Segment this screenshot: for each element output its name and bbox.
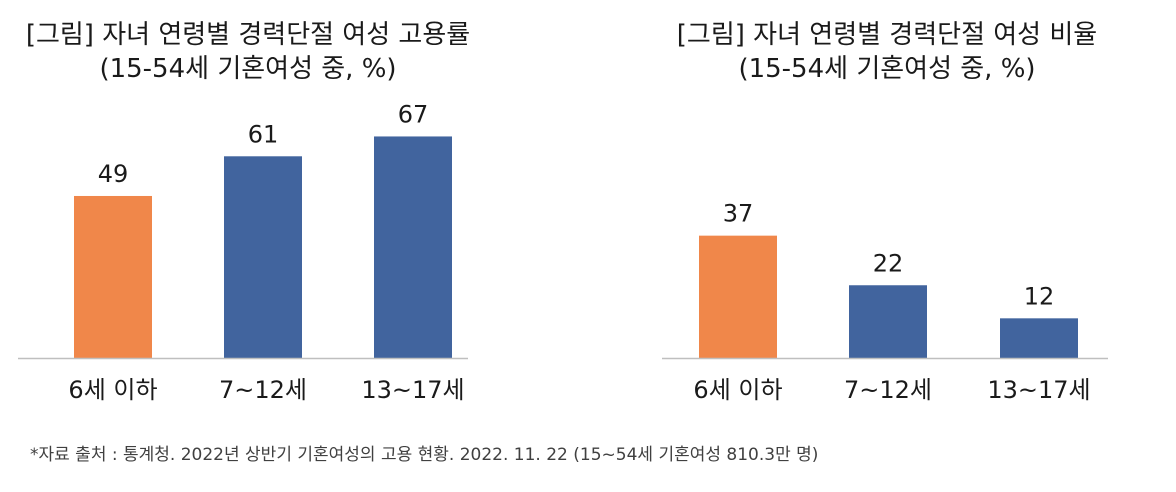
bar bbox=[699, 235, 777, 358]
chart-subtitle: (15-54세 기혼여성 중, %) bbox=[738, 54, 1036, 84]
career-break-ratio-chart: [그림] 자녀 연령별 경력단절 여성 비율 (15-54세 기혼여성 중, %… bbox=[652, 0, 1122, 430]
chart-title: [그림] 자녀 연령별 경력단절 여성 비율 (15-54세 기혼여성 중, %… bbox=[652, 18, 1122, 86]
category-label: 6세 이하 bbox=[68, 376, 157, 404]
chart-title: [그림] 자녀 연령별 경력단절 여성 고용률 (15-54세 기혼여성 중, … bbox=[18, 18, 478, 86]
chart-title-line: [그림] 자녀 연령별 경력단절 여성 비율 bbox=[676, 20, 1098, 50]
bar bbox=[1000, 318, 1078, 358]
bar-plot: 37 6세 이하 22 7~12세 12 13~17세 bbox=[662, 200, 1108, 404]
source-footnote: *자료 출처 : 통계청. 2022년 상반기 기혼여성의 고용 현황. 202… bbox=[30, 445, 819, 465]
bar bbox=[849, 285, 927, 358]
chart-subtitle: (15-54세 기혼여성 중, %) bbox=[99, 54, 397, 84]
bar bbox=[74, 195, 152, 358]
data-label: 61 bbox=[248, 120, 279, 148]
category-label: 13~17세 bbox=[361, 376, 464, 404]
category-label: 6세 이하 bbox=[693, 376, 782, 404]
category-label: 7~12세 bbox=[219, 376, 307, 404]
data-label: 37 bbox=[723, 200, 754, 228]
data-label: 49 bbox=[98, 160, 129, 188]
category-label: 13~17세 bbox=[987, 376, 1090, 404]
data-label: 67 bbox=[398, 100, 429, 128]
bar-plot: 49 6세 이하 61 7~12세 67 13~17세 bbox=[18, 100, 468, 404]
category-label: 7~12세 bbox=[844, 376, 932, 404]
data-label: 12 bbox=[1024, 282, 1055, 310]
data-label: 22 bbox=[873, 249, 904, 277]
bar bbox=[374, 136, 452, 358]
chart-title-line: [그림] 자녀 연령별 경력단절 여성 고용률 bbox=[25, 20, 471, 50]
employment-rate-chart: [그림] 자녀 연령별 경력단절 여성 고용률 (15-54세 기혼여성 중, … bbox=[18, 0, 478, 430]
bar bbox=[224, 156, 302, 358]
